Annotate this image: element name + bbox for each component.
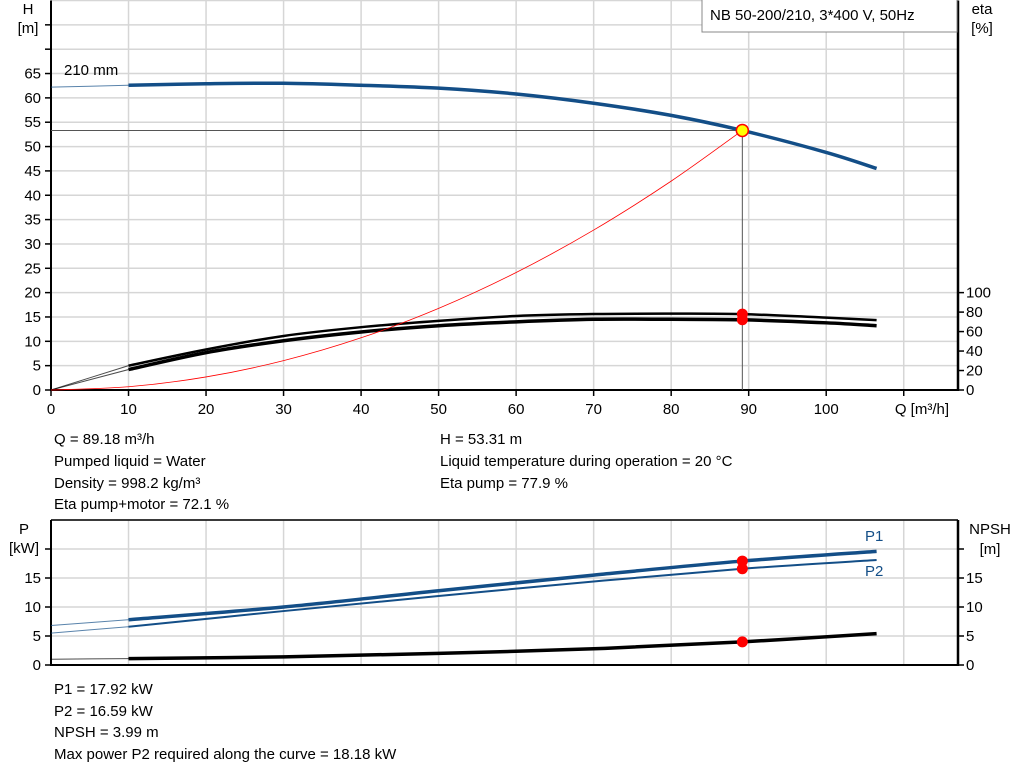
p1-series-label: P1: [865, 528, 883, 545]
x-tick-label: 30: [275, 401, 292, 418]
result-eta-pump: Eta pump = 77.9 %: [440, 475, 568, 492]
x-tick-label: 90: [740, 401, 757, 418]
y2-tick-label: 15: [966, 570, 983, 587]
y-tick-label: 55: [24, 114, 41, 131]
x-tick-label: 60: [508, 401, 525, 418]
y-tick-label: 10: [24, 333, 41, 350]
result-npsh: NPSH = 3.99 m: [54, 724, 159, 741]
y-tick-label: 15: [24, 570, 41, 587]
npsh-axis-label: NPSH: [969, 521, 1011, 538]
y-tick-label: 15: [24, 309, 41, 326]
result-temperature: Liquid temperature during operation = 20…: [440, 453, 733, 470]
y2-tick-label: 60: [966, 324, 983, 341]
y-tick-label: 20: [24, 285, 41, 302]
eta-pump-motor-curve-extrapolated: [50, 369, 129, 391]
eta-pump-motor-marker: [736, 314, 748, 326]
result-density: Density = 998.2 kg/m³: [54, 475, 201, 492]
p2-series-label: P2: [865, 563, 883, 580]
performance-chart: 0 5 10 15 20 25 30 35 40 45 50 55 60 65 0 20 40 60 80 100 0 1…: [24, 0, 991, 418]
eta-pump-curve-extrapolated: [50, 365, 129, 391]
y-tick-label: 60: [24, 90, 41, 107]
y-tick-label: 5: [33, 358, 41, 375]
x-tick-label: 50: [430, 401, 447, 418]
x-tick-label: 70: [585, 401, 602, 418]
p1-marker: [736, 555, 748, 567]
system-curve: [50, 130, 743, 391]
y2-tick-label: 5: [966, 628, 974, 645]
y2-tick-label: 80: [966, 304, 983, 321]
curve-annotation: 210 mm: [64, 62, 118, 79]
y2-tick-label: 100: [966, 285, 991, 302]
result-p2: P2 = 16.59 kW: [54, 703, 153, 720]
x-tick-label: 100: [814, 401, 839, 418]
p-axis-label: P: [19, 521, 29, 538]
x-tick-label: 40: [353, 401, 370, 418]
operating-point-marker: [735, 123, 750, 138]
h-curve-extrapolated: [50, 84, 129, 88]
title-label: NB 50-200/210, 3*400 V, 50Hz: [710, 7, 915, 24]
p2-curve-extrapolated: [50, 626, 129, 634]
y-tick-label: 25: [24, 260, 41, 277]
npsh-marker: [736, 636, 748, 648]
x-tick-label: 10: [120, 401, 137, 418]
y2-tick-label: 0: [966, 657, 974, 674]
eta-axis-label: eta: [972, 1, 994, 18]
npsh-curve: [128, 631, 877, 661]
result-liquid: Pumped liquid = Water: [54, 453, 206, 470]
p-axis-unit: [kW]: [9, 540, 39, 557]
x-tick-label: 80: [663, 401, 680, 418]
p1-curve-extrapolated: [50, 619, 129, 627]
y2-tick-label: 20: [966, 363, 983, 380]
y-tick-label: 30: [24, 236, 41, 253]
y-tick-label: 10: [24, 599, 41, 616]
result-eta-pump-motor: Eta pump+motor = 72.1 %: [54, 496, 230, 513]
result-q: Q = 89.18 m³/h: [54, 431, 155, 448]
eta-axis-unit: [%]: [971, 20, 993, 37]
y-tick-label: 0: [33, 657, 41, 674]
result-p1: P1 = 17.92 kW: [54, 681, 153, 698]
x-tick-label: 20: [198, 401, 215, 418]
q-axis-label: Q [m³/h]: [895, 401, 949, 418]
eta-pump-curve: [128, 312, 877, 367]
title-box: [701, 0, 958, 33]
y-tick-label: 5: [33, 628, 41, 645]
p2-curve: [128, 559, 877, 628]
result-h: H = 53.31 m: [440, 431, 523, 448]
p2-marker: [736, 563, 748, 575]
y2-tick-label: 0: [966, 382, 974, 399]
power-npsh-chart: 0 5 10 15 0 5 10 15: [24, 519, 983, 674]
p1-curve: [128, 549, 877, 622]
y-tick-label: 40: [24, 187, 41, 204]
y2-tick-label: 10: [966, 599, 983, 616]
npsh-curve-extrapolated: [50, 658, 129, 660]
h-curve: [128, 81, 878, 171]
h-axis-label: H: [23, 1, 34, 18]
eta-pump-motor-curve: [128, 317, 877, 372]
y-tick-label: 35: [24, 212, 41, 229]
result-max-p2: Max power P2 required along the curve = …: [54, 746, 397, 763]
x-tick-label: 0: [47, 401, 55, 418]
h-axis-unit: [m]: [18, 20, 39, 37]
y-tick-label: 65: [24, 66, 41, 83]
npsh-axis-unit: [m]: [980, 541, 1001, 558]
y-tick-label: 45: [24, 163, 41, 180]
y-tick-label: 50: [24, 139, 41, 156]
y-tick-label: 0: [33, 382, 41, 399]
y2-tick-label: 40: [966, 343, 983, 360]
